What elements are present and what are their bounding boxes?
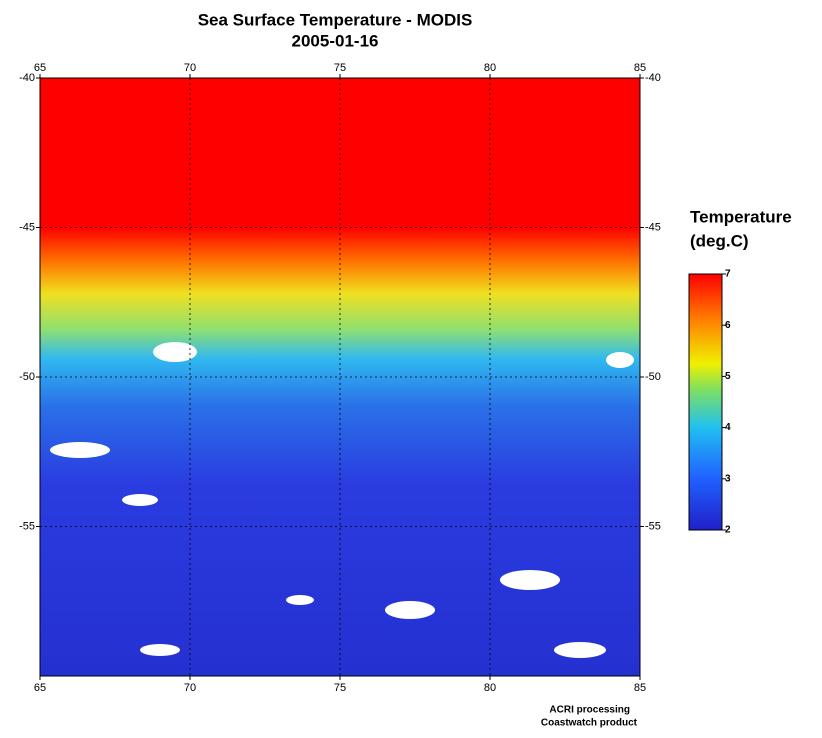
colorbar-tick-label: 3 (725, 473, 731, 484)
x-tick-label: 70 (184, 62, 196, 74)
credit: Coastwatch product (541, 718, 638, 729)
y-tick-label: -50 (19, 371, 35, 383)
x-tick-label: 65 (34, 62, 46, 74)
subtitle: 2005-01-16 (292, 31, 379, 50)
colorbar-title: (deg.C) (690, 231, 749, 250)
y-tick-label: -45 (645, 221, 661, 233)
y-tick-label: -50 (645, 371, 661, 383)
colorbar-tick-label: 6 (725, 320, 731, 331)
x-tick-label: 75 (334, 682, 346, 694)
x-tick-label: 85 (634, 62, 646, 74)
colorbar-title: Temperature (690, 207, 792, 226)
credit: ACRI processing (549, 705, 630, 716)
colorbar-tick-label: 2 (725, 525, 731, 536)
x-tick-label: 75 (334, 62, 346, 74)
x-tick-label: 65 (34, 682, 46, 694)
x-tick-label: 80 (484, 682, 496, 694)
colorbar-tick-label: 4 (725, 422, 731, 433)
colorbar-tick-label: 5 (725, 371, 731, 382)
y-tick-label: -40 (645, 72, 661, 84)
y-tick-label: -55 (19, 520, 35, 532)
y-tick-label: -45 (19, 221, 35, 233)
colorbar (688, 273, 723, 531)
x-tick-label: 85 (634, 682, 646, 694)
title: Sea Surface Temperature - MODIS (198, 10, 473, 29)
x-tick-label: 80 (484, 62, 496, 74)
y-tick-label: -55 (645, 520, 661, 532)
x-tick-label: 70 (184, 682, 196, 694)
y-tick-label: -40 (19, 72, 35, 84)
colorbar-tick-label: 7 (725, 269, 731, 280)
cloud-mask (50, 342, 634, 658)
